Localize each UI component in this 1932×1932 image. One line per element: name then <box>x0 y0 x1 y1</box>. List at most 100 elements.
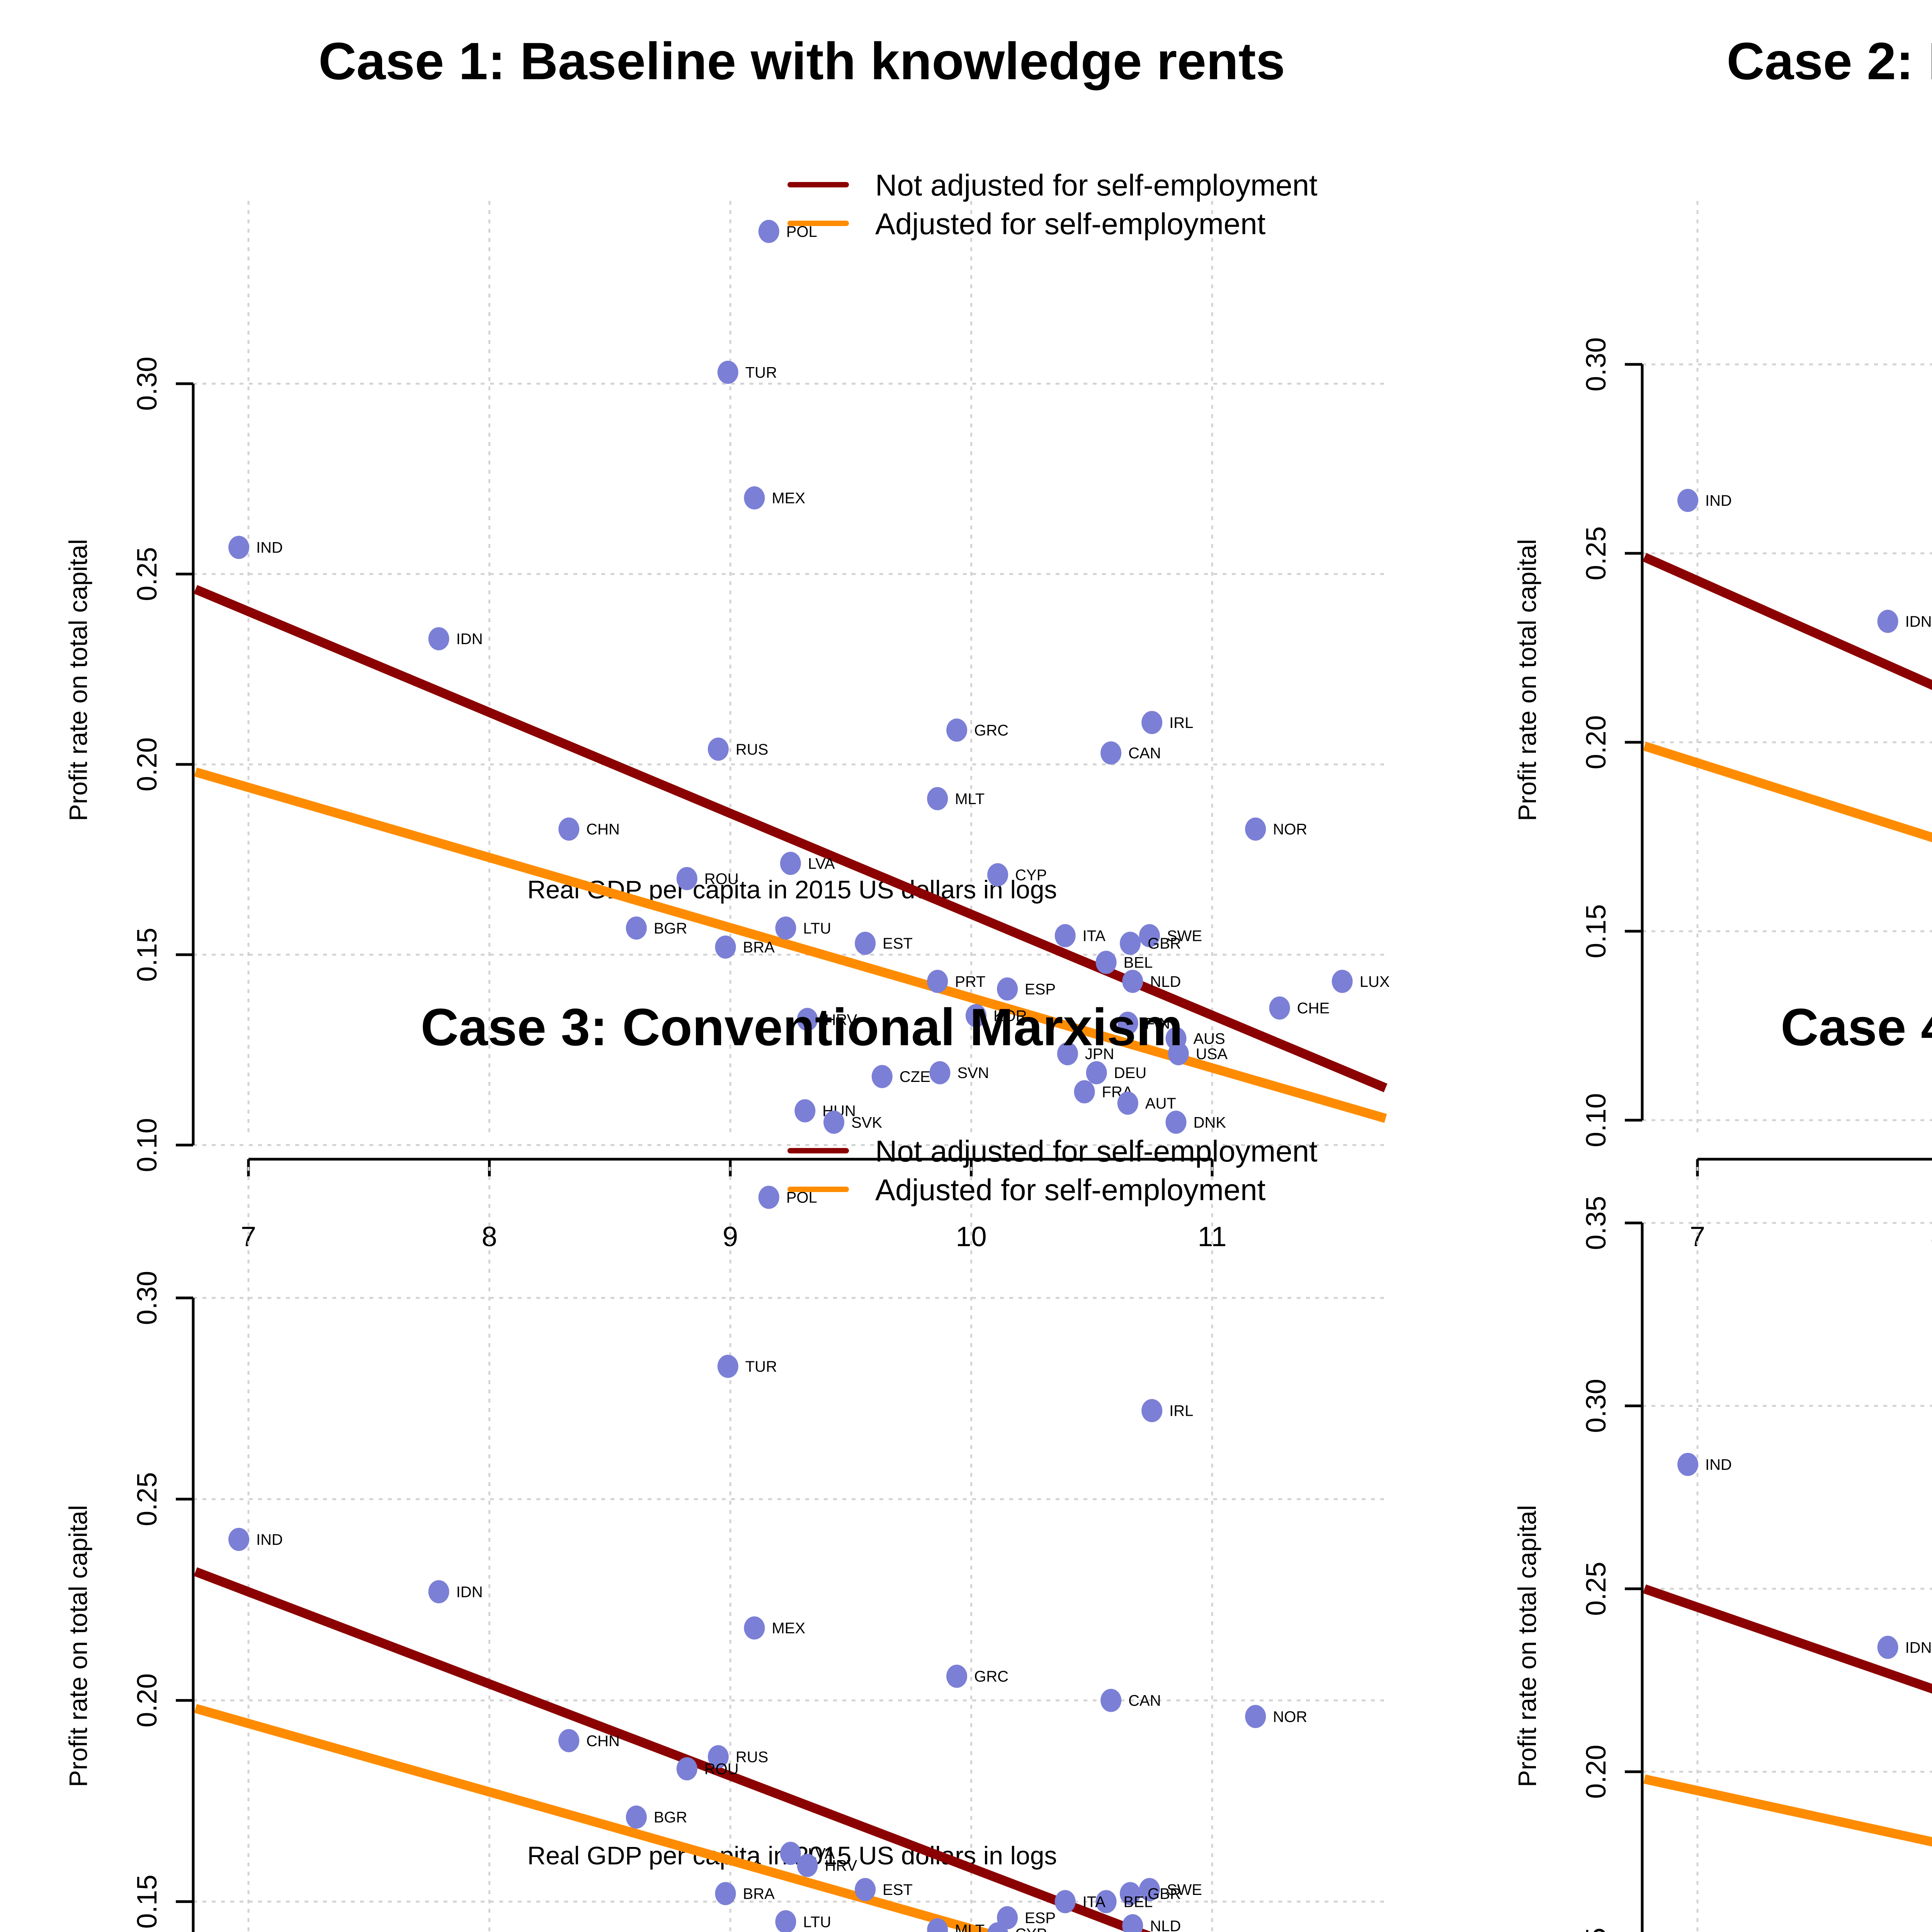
data-point <box>1245 1705 1266 1728</box>
data-point <box>780 852 801 875</box>
data-point-label: GRC <box>974 1668 1009 1685</box>
data-point-label: IND <box>1705 492 1732 509</box>
x-tick-label: 10 <box>956 1221 986 1252</box>
data-point-label: FIN <box>1145 1015 1170 1032</box>
data-point-label: SVN <box>957 1065 989 1082</box>
data-point <box>1117 1012 1138 1035</box>
data-point-label: AUT <box>1145 1095 1176 1112</box>
data-point <box>626 1805 647 1829</box>
data-point-label: HRV <box>825 1857 857 1874</box>
data-point <box>1117 1092 1138 1115</box>
data-point <box>929 1061 951 1085</box>
data-point <box>715 935 736 959</box>
y-tick-label: 0.10 <box>1581 1093 1612 1147</box>
y-tick-label: 0.15 <box>1581 904 1612 958</box>
data-point-label: ROU <box>704 1761 739 1778</box>
data-point <box>1074 1080 1095 1104</box>
y-tick-label: 0.25 <box>132 1472 163 1526</box>
y-tick-label: 0.10 <box>132 1118 163 1172</box>
y-tick-label: 0.15 <box>1581 1928 1612 1932</box>
data-point-label: GBR <box>1148 1886 1181 1903</box>
data-point <box>780 1842 801 1865</box>
data-point-label: ESP <box>1025 981 1056 998</box>
x-tick-label: 8 <box>1930 1221 1932 1252</box>
grid <box>193 1167 1387 1932</box>
data-point-label: TUR <box>745 1358 777 1375</box>
data-point-label: RUS <box>736 1748 768 1765</box>
data-point <box>946 1665 968 1688</box>
data-point <box>987 863 1009 886</box>
data-point-label: IDN <box>1905 1639 1932 1656</box>
grid <box>1642 201 1932 1136</box>
data-point-label: IND <box>256 1531 283 1548</box>
data-point <box>744 1616 765 1640</box>
data-point <box>626 916 647 940</box>
y-tick-label: 0.25 <box>1581 526 1612 580</box>
data-point <box>1100 741 1122 765</box>
data-point <box>228 536 250 559</box>
y-tick-label: 0.20 <box>132 737 163 791</box>
data-point <box>1057 1042 1078 1065</box>
fit-line-adjusted <box>1643 1774 1932 1847</box>
data-point <box>717 1355 738 1378</box>
data-point-label: EST <box>883 935 913 952</box>
data-point <box>707 1745 729 1769</box>
data-point-label: BRA <box>743 939 775 956</box>
y-tick-label: 0.35 <box>1581 1196 1612 1250</box>
data-point-label: BEL <box>1124 954 1153 971</box>
data-point <box>715 1882 736 1905</box>
fit-line-not-adjusted <box>194 1567 1152 1932</box>
data-point-label: ROU <box>704 871 739 888</box>
data-point-label: EST <box>883 1881 913 1898</box>
data-point <box>1139 924 1160 947</box>
data-point <box>1168 1042 1189 1065</box>
data-point-label: MLT <box>955 1922 985 1932</box>
data-point <box>855 932 876 955</box>
data-point <box>1054 924 1076 947</box>
x-tick-label: 8 <box>481 1221 497 1252</box>
y-tick-label: 0.20 <box>1581 1745 1612 1799</box>
data-point-label: GBR <box>1148 935 1181 952</box>
data-point-label: LVA <box>808 855 835 872</box>
data-point-label: BRA <box>743 1886 775 1903</box>
y-axis-label: Profit rate on total capital <box>1513 539 1541 821</box>
data-point-label: BGR <box>654 1809 687 1826</box>
data-point <box>1086 1061 1107 1085</box>
data-point-label: DNK <box>1193 1114 1226 1131</box>
data-point-label: LUX <box>1360 973 1390 990</box>
legend-label-not-adjusted: Not adjusted for self-employment <box>875 168 1318 202</box>
data-point <box>997 977 1018 1001</box>
panel-case-3: Case 3: Conventional Marxism 0.10 0.15 0.20… <box>64 998 1387 1932</box>
data-point-label: HRV <box>825 1011 857 1028</box>
data-point <box>558 1729 580 1752</box>
points: POLTURINDMEXIDNCANIRLGRCRUSLUXNORLVAROUC… <box>1677 1452 1932 1659</box>
data-point-label: DEU <box>1114 1065 1146 1082</box>
data-point-label: AUS <box>1193 1031 1225 1048</box>
data-point-label: IDN <box>456 1583 483 1600</box>
data-point <box>1877 1636 1898 1659</box>
data-point-label: ESP <box>1025 1910 1056 1927</box>
data-point <box>1095 951 1117 974</box>
y-axis-label: Profit rate on total capital <box>64 1505 92 1787</box>
data-point-label: MEX <box>772 1620 805 1637</box>
data-point <box>717 361 738 384</box>
y-tick-label: 0.30 <box>132 1271 163 1325</box>
data-point-label: NOR <box>1273 1708 1307 1725</box>
data-point <box>1120 932 1141 955</box>
panel-title: Case 2: Baseline without knowledge rents <box>1726 32 1932 90</box>
data-point <box>775 1910 796 1932</box>
data-point-label: SWE <box>1167 928 1202 945</box>
data-point <box>1122 969 1143 993</box>
data-point <box>927 1918 948 1932</box>
y-tick-label: 0.20 <box>1581 715 1612 769</box>
data-point-label: IDN <box>1905 613 1932 630</box>
data-point <box>927 787 948 810</box>
data-point-label: IRL <box>1169 714 1193 731</box>
x-tick-label: 11 <box>1198 1221 1227 1252</box>
x-tick-label: 7 <box>1690 1221 1705 1252</box>
data-point <box>1165 1111 1187 1134</box>
data-point-label: CAN <box>1128 745 1161 762</box>
x-tick-label: 9 <box>723 1221 738 1252</box>
data-point <box>1269 996 1290 1020</box>
